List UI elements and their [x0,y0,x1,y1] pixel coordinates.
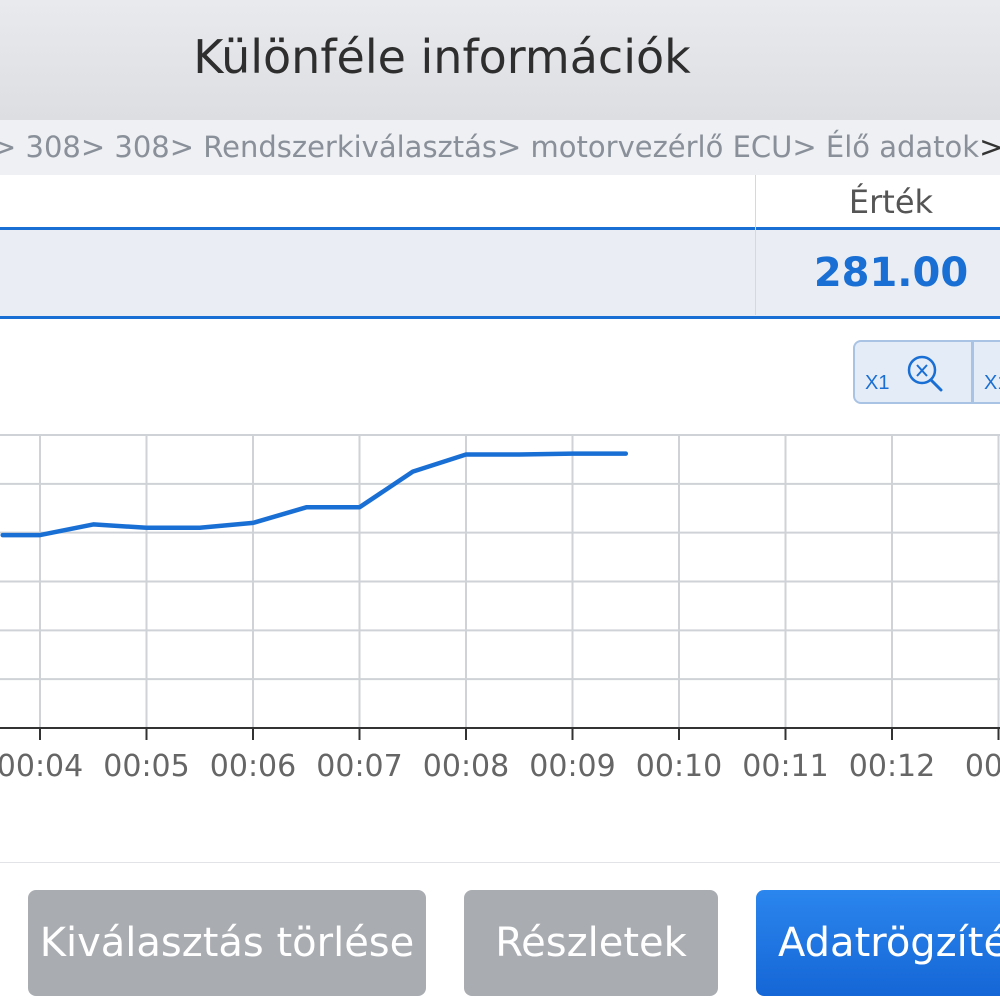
zoom-reset-icon [907,355,943,392]
table-header [0,175,1000,230]
record-data-button[interactable]: Adatrögzítés [756,890,1000,996]
page-title: Különféle információk [193,30,691,84]
live-data-chart[interactable]: 00:04 00:05 00:06 00:07 00:08 00:09 00:10 00:11… [0,420,1000,800]
row-value: 281.00 [813,250,969,296]
breadcrumb-path[interactable]: > 308> 308> Rendszerkiválasztás> motorve… [0,130,980,164]
x-tick-label: 00:04 [0,749,83,784]
table-row[interactable] [0,230,1000,319]
x-tick-label: 00:1 [965,749,1000,784]
divider [0,862,1000,863]
breadcrumb: > 308> 308> Rendszerkiválasztás> motorve… [0,120,1000,175]
column-divider [755,175,756,315]
details-button[interactable]: Részletek [464,890,718,996]
x-tick-label: 00:05 [103,749,189,784]
zoom-x2-label: X1 [984,372,1000,394]
breadcrumb-current: > Minde [979,130,1000,164]
x-tick-label: 00:06 [210,749,296,784]
x-tick-label: 00:09 [529,749,615,784]
header-bar: Különféle információk [0,0,1000,121]
zoom-x2-button[interactable]: X1 [972,340,1000,404]
zoom-x1-button[interactable]: X1 [853,340,973,404]
clear-selection-button[interactable]: Kiválasztás törlése [28,890,426,996]
x-tick-label: 00:12 [849,749,935,784]
zoom-x1-label: X1 [865,372,890,394]
column-label-value: Érték [848,183,934,221]
x-tick-label: 00:08 [423,749,509,784]
series-line [0,451,629,538]
x-tick-label: 00:11 [742,749,828,784]
x-tick-label: 00:10 [636,749,722,784]
x-tick-label: 00:07 [316,749,402,784]
